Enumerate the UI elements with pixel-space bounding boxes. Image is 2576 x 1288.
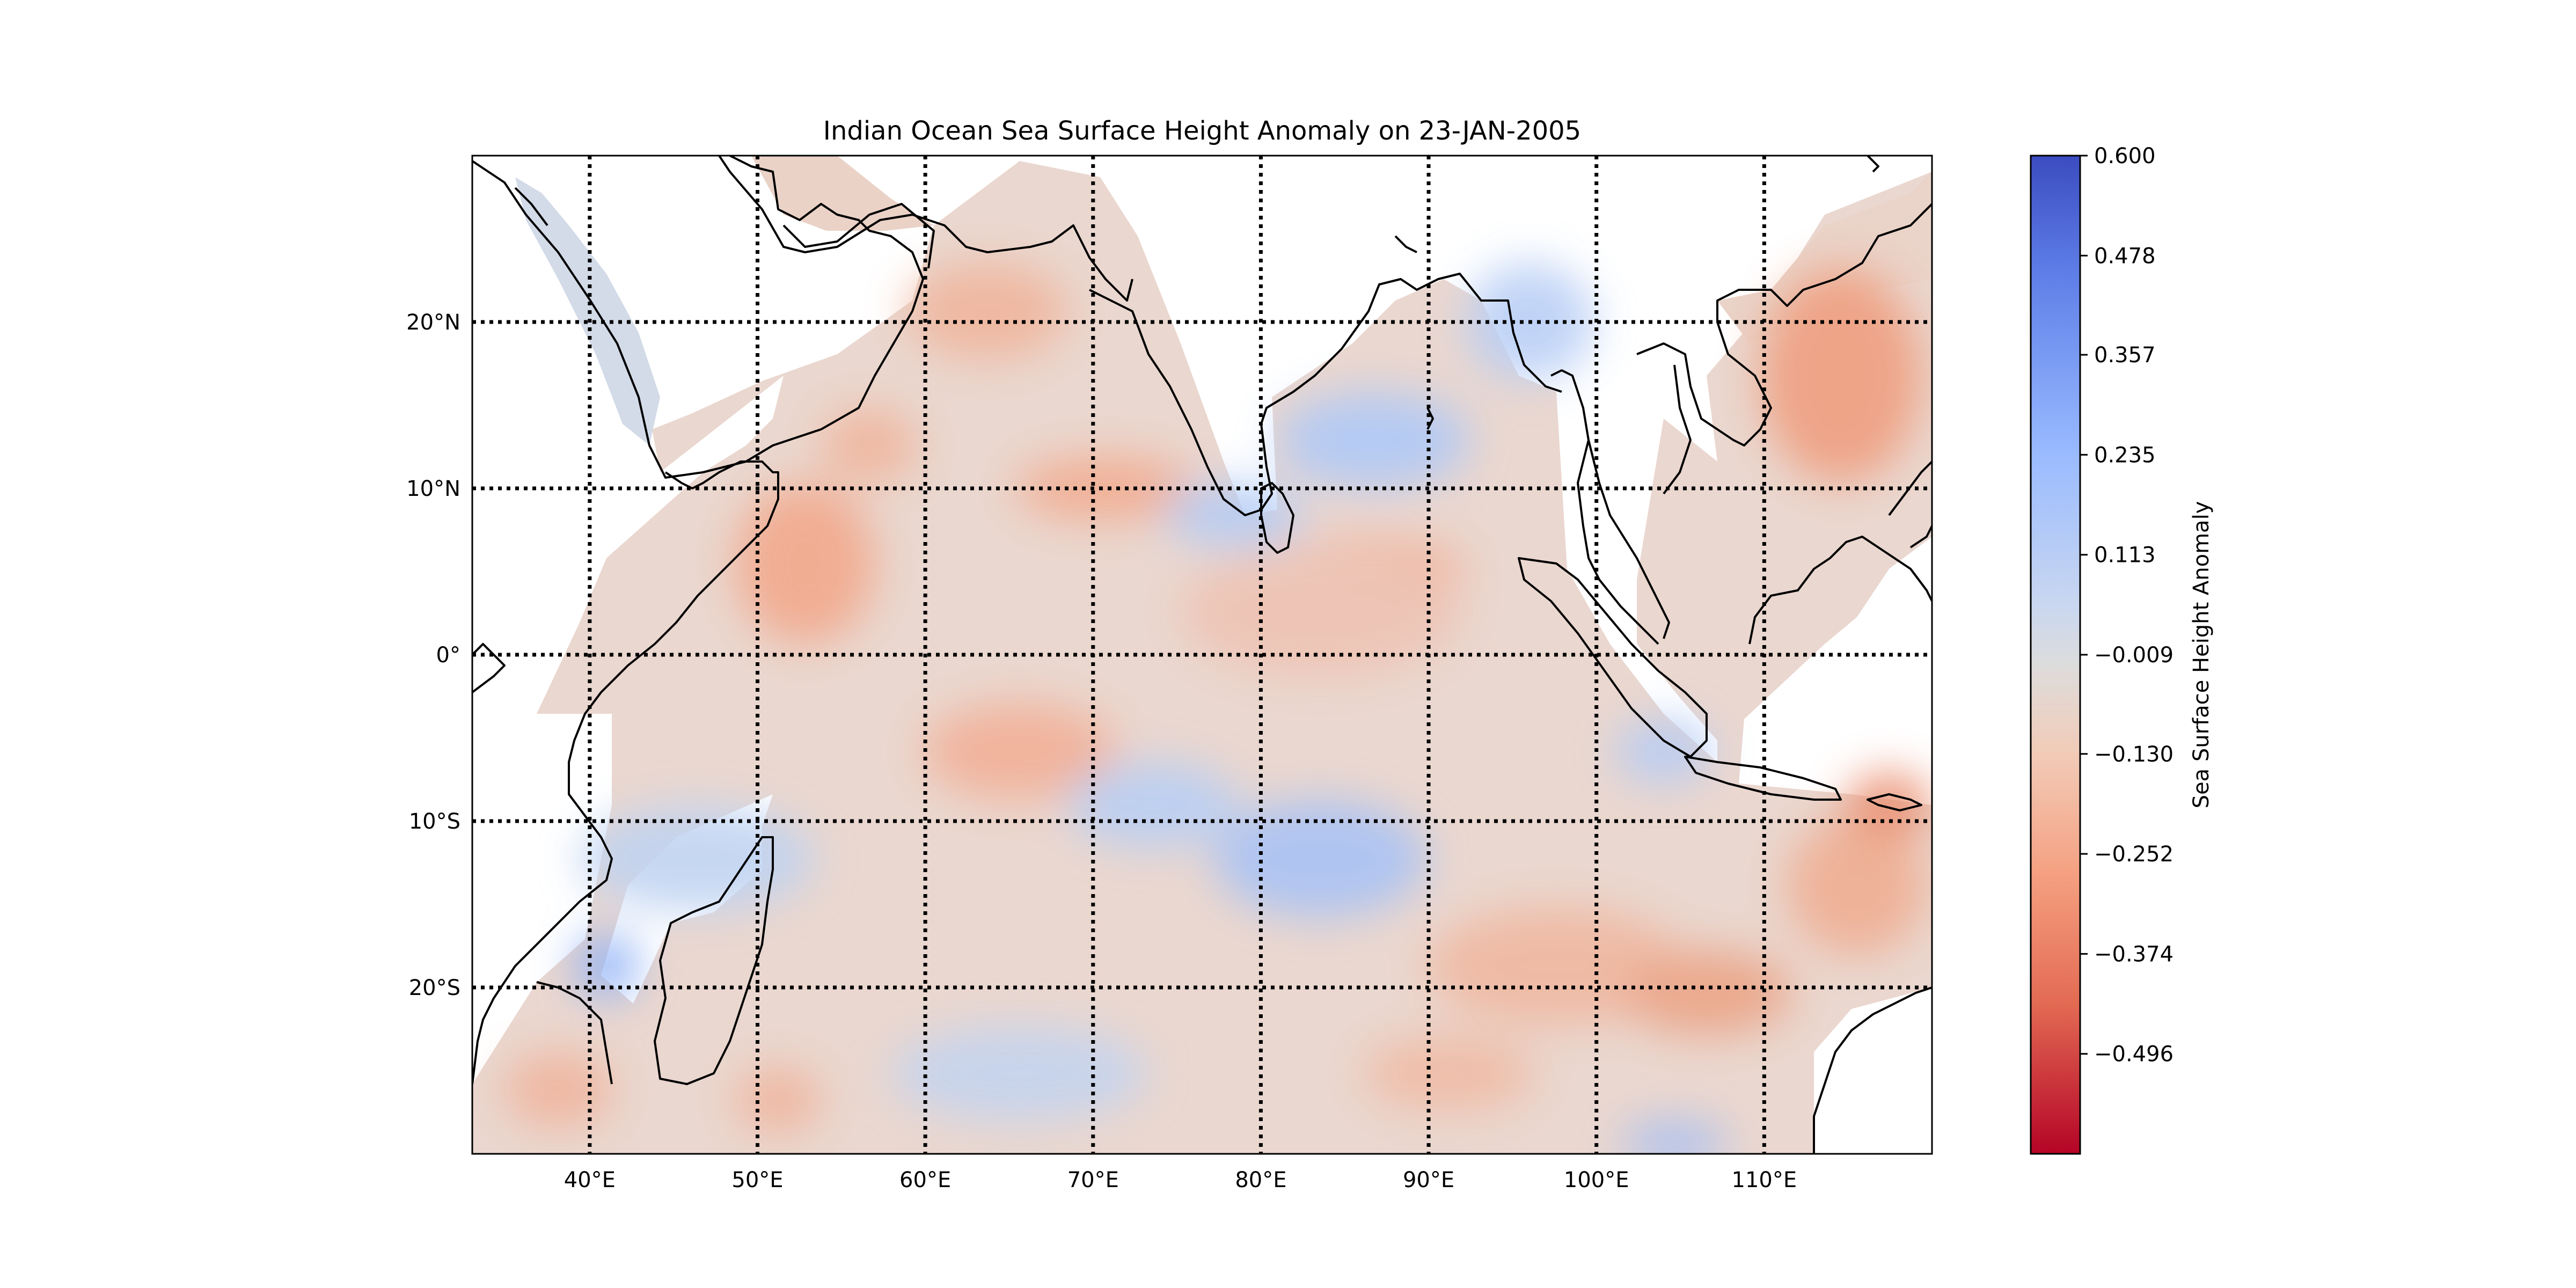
colorbar-tick-label: −0.009 [2094,643,2174,668]
colorbar-tick-label: −0.496 [2094,1042,2174,1067]
longitude-tick-label: 100°E [1564,1168,1629,1192]
borneo-coast [1748,536,1932,645]
colorbar-label: Sea Surface Height Anomaly [2189,501,2214,809]
latitude-tick-label: 10°S [409,809,460,834]
colorbar-tick-label: 0.113 [2094,543,2156,568]
longitude-tick-label: 70°E [1067,1168,1119,1192]
colorbar-tick-label: −0.130 [2094,742,2174,767]
philippines-coast [1888,460,1932,516]
colorbar-tick-label: 0.357 [2094,343,2156,368]
andaman-islands-coast [1426,407,1434,430]
africa-coast [472,643,506,693]
longitude-tick-label: 50°E [731,1168,783,1192]
latitude-tick-label: 0° [436,643,460,668]
colorbar-ticks: 0.600 0.478 0.357 0.235 0.113 −0.009 −0.130 −0.… [2080,144,2174,1067]
gulf-of-thailand-coast [1663,364,1692,495]
latitude-tick-labels: 20°N 10°N 0° 10°S 20°S [406,310,460,1000]
gridlines [472,156,1932,1154]
colorbar-tick-label: −0.374 [2094,942,2174,967]
east-africa-coast [472,460,779,1085]
longitude-tick-label: 40°E [564,1168,616,1192]
ssh-anomaly-field [472,156,1932,1154]
longitude-tick-labels: 40°E 50°E 60°E 70°E 80°E 90°E 100°E 110°E [564,1168,1797,1192]
longitude-tick-label: 80°E [1235,1168,1286,1192]
latitude-tick-label: 10°N [406,477,460,501]
malay-peninsula-coast [1587,440,1670,639]
colorbar-tick-label: −0.252 [2094,842,2174,867]
philippines-coast-2 [1909,525,1932,548]
longitude-tick-label: 60°E [899,1168,951,1192]
bay-islands-coast [1394,235,1417,253]
small-island-coast [1867,156,1879,173]
arabian-peninsula-coast-gulf [514,187,548,226]
colorbar-tick-label: 0.478 [2094,244,2156,268]
java-coast [1684,756,1842,801]
sumatra-coast [1518,557,1708,758]
map-area [472,156,1932,1154]
colorbar-tick-label: 0.600 [2094,144,2156,169]
indochina-coast [1636,203,1932,447]
longitude-tick-label: 90°E [1403,1168,1454,1192]
latitude-tick-label: 20°S [409,976,460,1000]
timor-coast [1867,793,1922,811]
madagascar-coast [654,836,774,1085]
australia-coast [1813,986,1932,1154]
latitude-tick-label: 20°N [406,310,460,335]
persian-gulf-coast [782,203,935,269]
sri-lanka-coast [1260,482,1294,554]
map-title: Indian Ocean Sea Surface Height Anomaly … [823,116,1581,146]
india-coast [1089,273,1562,516]
colorbar-tick-label: 0.235 [2094,443,2156,467]
myanmar-coast [1550,369,1659,645]
longitude-tick-label: 110°E [1732,1168,1797,1192]
colorbar-gradient [2030,155,2081,1155]
map-frame [471,155,1933,1155]
colorbar: 0.600 0.478 0.357 0.235 0.113 −0.009 −0.130 −0.… [2030,144,2214,1155]
